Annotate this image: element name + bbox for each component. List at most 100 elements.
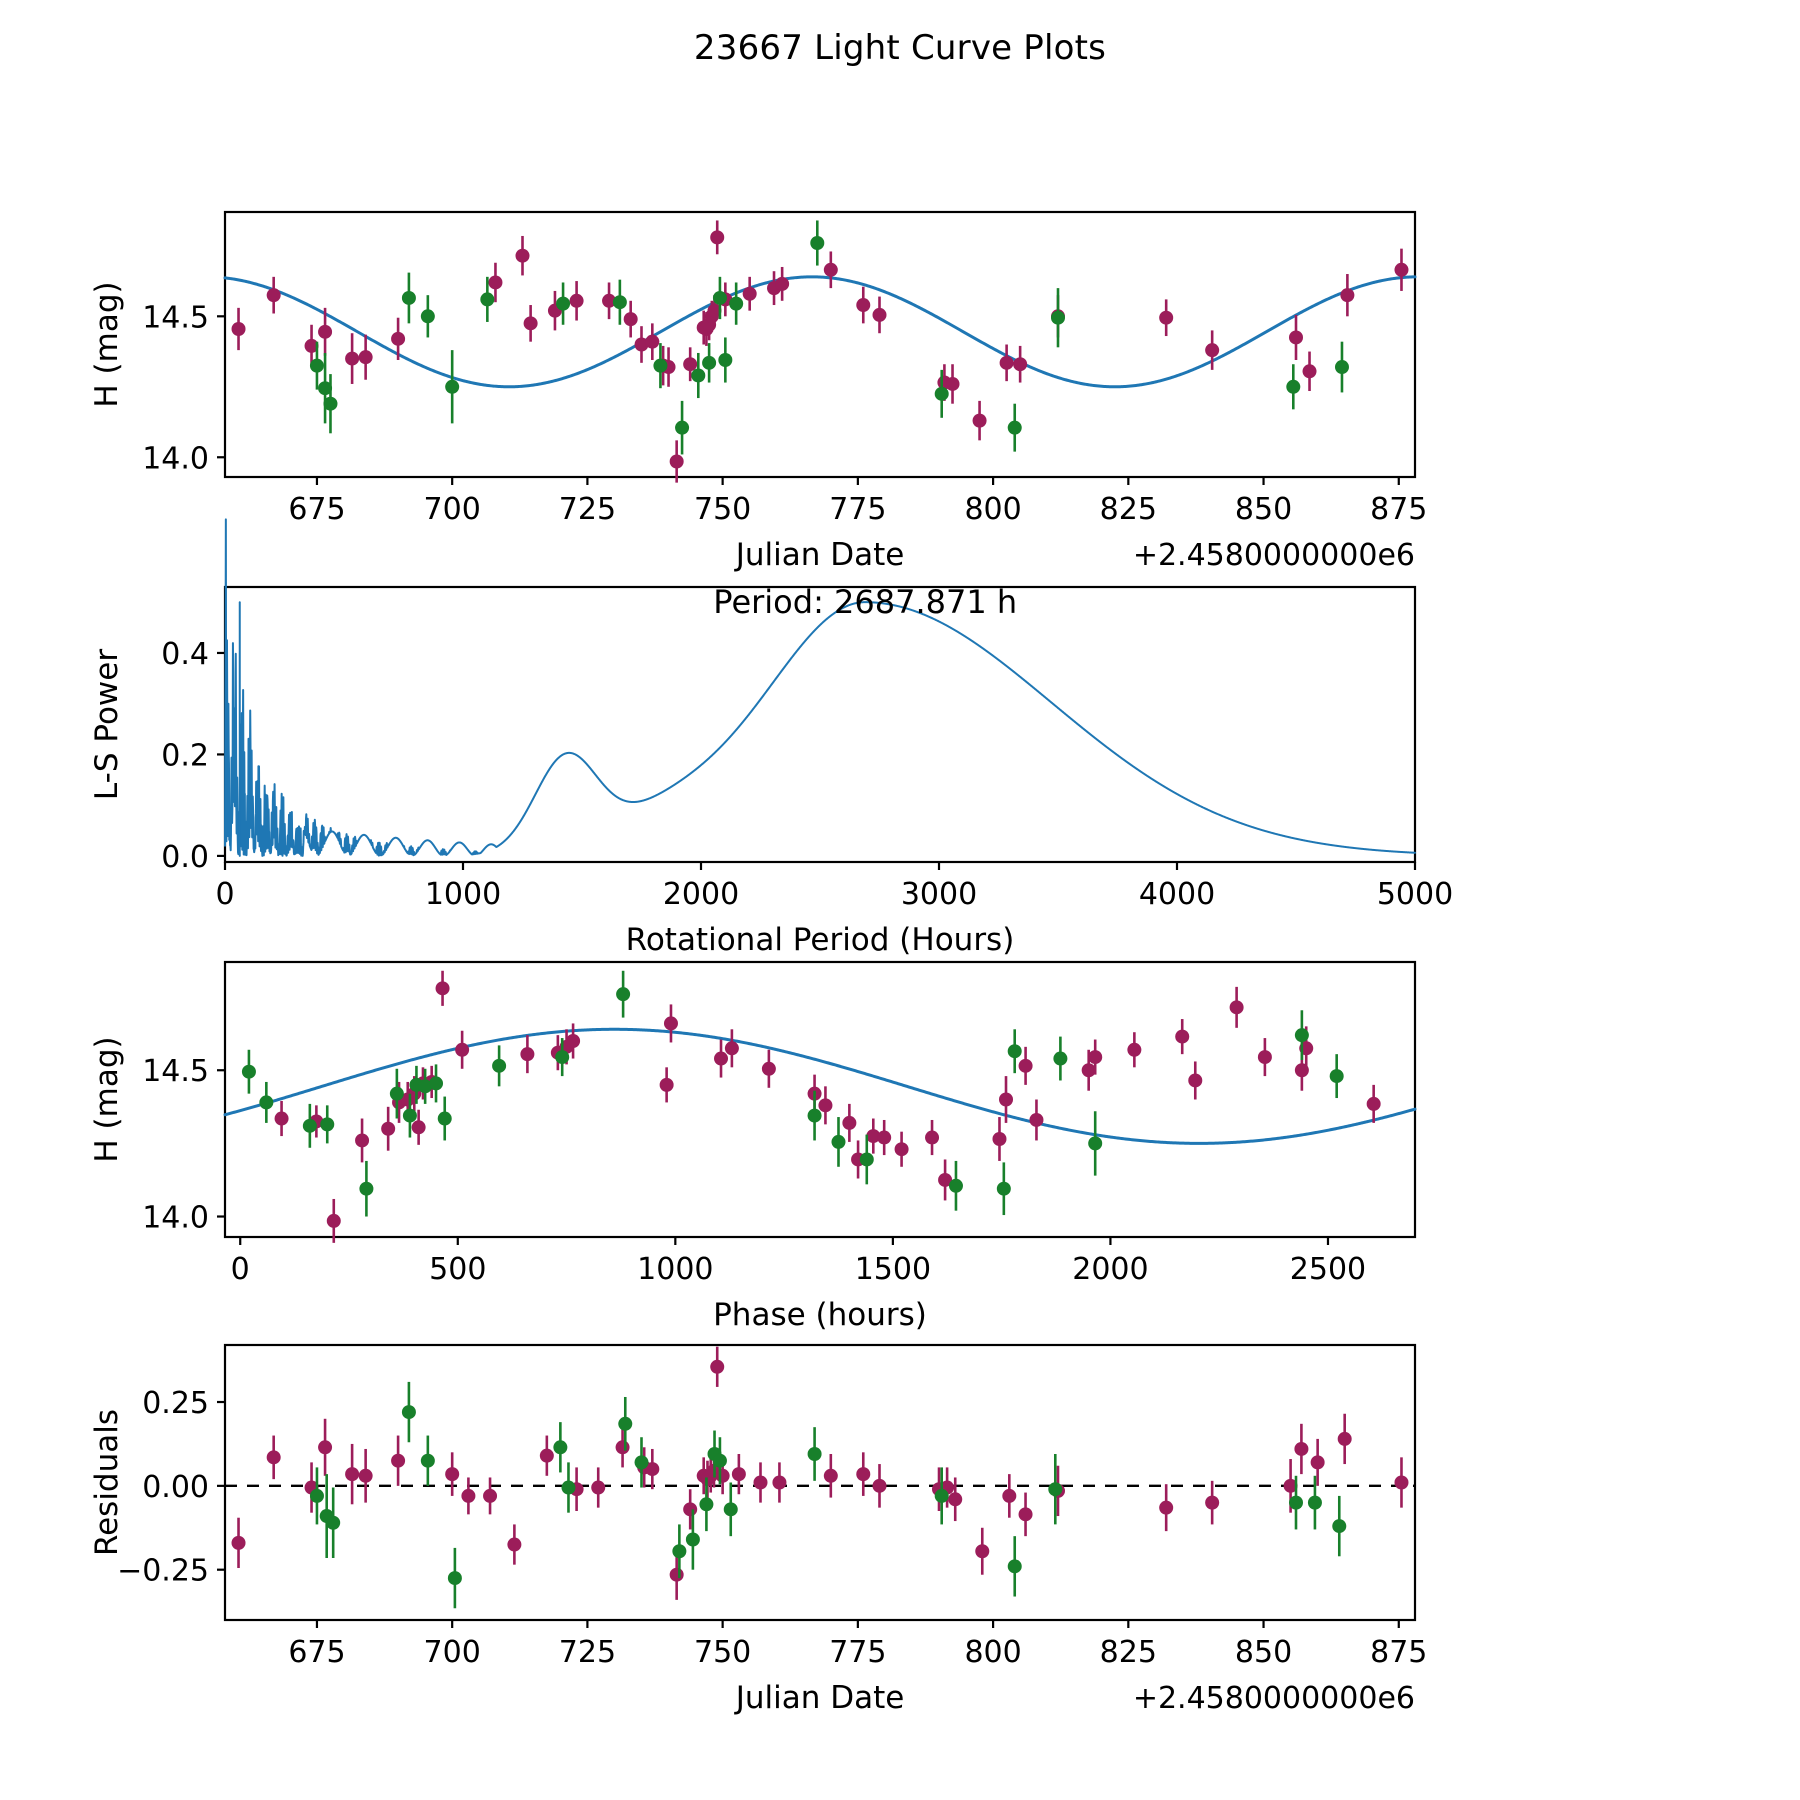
- data-point: [391, 1453, 406, 1468]
- axes-frame: [223, 1343, 1417, 1622]
- data-point: [1257, 1050, 1272, 1065]
- data-point: [618, 1416, 633, 1431]
- data-point: [772, 1475, 787, 1490]
- panel-periodogram: 0 1000 2000 3000 4000 5000 0.0 0.2 0.4 Rotational…: [89, 518, 1453, 958]
- data-point: [1283, 1478, 1298, 1493]
- data-point: [818, 1098, 833, 1113]
- data-point: [1088, 1136, 1103, 1151]
- data-point: [615, 1440, 630, 1455]
- x-tick-label: 500: [429, 1252, 486, 1287]
- data-point: [1286, 379, 1301, 394]
- data-point: [566, 1033, 581, 1048]
- data-point: [663, 1016, 678, 1031]
- x-tick-label: 875: [1370, 1635, 1427, 1670]
- data-point: [326, 1213, 341, 1228]
- x-tick-label: 0: [215, 877, 234, 912]
- data-point: [1018, 1058, 1033, 1073]
- data-point: [1088, 1050, 1103, 1065]
- data-point: [483, 1488, 498, 1503]
- data-point: [712, 1453, 727, 1468]
- data-point: [723, 1502, 738, 1517]
- data-point: [480, 292, 495, 307]
- x-tick-label: 700: [424, 492, 481, 527]
- data-point: [1334, 360, 1349, 375]
- x-tick-label: 675: [288, 492, 345, 527]
- data-point: [823, 262, 838, 277]
- periodogram-curve: [224, 518, 1416, 857]
- data-point: [1007, 420, 1022, 435]
- data-point: [1289, 1495, 1303, 1510]
- data-point: [659, 1077, 674, 1092]
- data-point: [1337, 1431, 1352, 1446]
- data-point: [241, 1064, 256, 1079]
- data-point: [358, 350, 373, 365]
- data-point: [975, 1544, 990, 1559]
- data-point: [401, 290, 416, 305]
- data-series-series_b: [309, 220, 1349, 455]
- panel-residuals: 675 700 725 750 775 800 825 850 875 −0.25 0.00 0.25…: [89, 1343, 1427, 1716]
- data-point: [699, 1497, 714, 1512]
- data-point: [856, 298, 871, 313]
- data-series-series_b: [309, 1381, 1347, 1609]
- x-tick-label: 850: [1235, 492, 1292, 527]
- y-tick-label: 0.0: [161, 840, 209, 875]
- y-tick-label: 14.5: [142, 1054, 209, 1089]
- data-point: [807, 1108, 822, 1123]
- data-point: [1307, 1495, 1322, 1510]
- data-point: [1007, 1559, 1022, 1574]
- x-tick-label: 800: [964, 492, 1021, 527]
- data-point: [445, 379, 460, 394]
- y-tick-label: −0.25: [117, 1554, 209, 1589]
- data-point: [389, 1086, 404, 1101]
- data-point: [420, 309, 435, 324]
- x-tick-label: 725: [559, 492, 616, 527]
- data-point: [1018, 1507, 1033, 1522]
- data-point: [323, 396, 338, 411]
- x-tick-label: 750: [694, 492, 751, 527]
- panel-phase-folded: 0 500 1000 1500 2000 2500 14.0 14.5 Phase (hours…: [89, 960, 1417, 1333]
- data-point: [1007, 1044, 1022, 1059]
- data-point: [1294, 1441, 1309, 1456]
- data-point: [872, 1478, 887, 1493]
- data-point: [925, 1130, 940, 1145]
- data-point: [455, 1042, 470, 1057]
- data-point: [992, 1131, 1007, 1146]
- data-point: [1127, 1042, 1142, 1057]
- data-point: [401, 1405, 416, 1420]
- data-point: [1188, 1073, 1203, 1088]
- data-point: [320, 1117, 335, 1132]
- data-point: [685, 1532, 700, 1547]
- data-point: [602, 293, 617, 308]
- data-point: [714, 1051, 729, 1066]
- data-point: [653, 358, 668, 373]
- data-point: [402, 1108, 417, 1123]
- data-point: [1053, 1051, 1068, 1066]
- data-point: [807, 1446, 822, 1461]
- data-point: [266, 1450, 281, 1465]
- data-point: [859, 1152, 874, 1167]
- data-point: [999, 1092, 1014, 1107]
- data-point: [856, 1467, 871, 1482]
- data-point: [1394, 262, 1409, 277]
- y-tick-label: 0.00: [142, 1470, 209, 1505]
- data-point: [1310, 1455, 1325, 1470]
- data-point: [569, 293, 584, 308]
- data-point: [1002, 1488, 1017, 1503]
- data-point: [645, 334, 660, 349]
- data-point: [742, 286, 757, 301]
- x-tick-label: 3000: [901, 877, 977, 912]
- data-point: [753, 1475, 768, 1490]
- x-tick-label: 1000: [637, 1252, 713, 1287]
- data-point: [934, 1488, 949, 1503]
- data-series-series_a: [274, 970, 1381, 1243]
- x-tick-label: 2000: [1072, 1252, 1148, 1287]
- x-tick-label: 675: [288, 1635, 345, 1670]
- data-point: [515, 248, 530, 263]
- data-point: [718, 353, 733, 368]
- data-point: [304, 338, 319, 353]
- data-point: [948, 1492, 963, 1507]
- y-axis-label: H (mag): [89, 281, 125, 407]
- data-point: [691, 368, 706, 383]
- data-point: [872, 307, 887, 322]
